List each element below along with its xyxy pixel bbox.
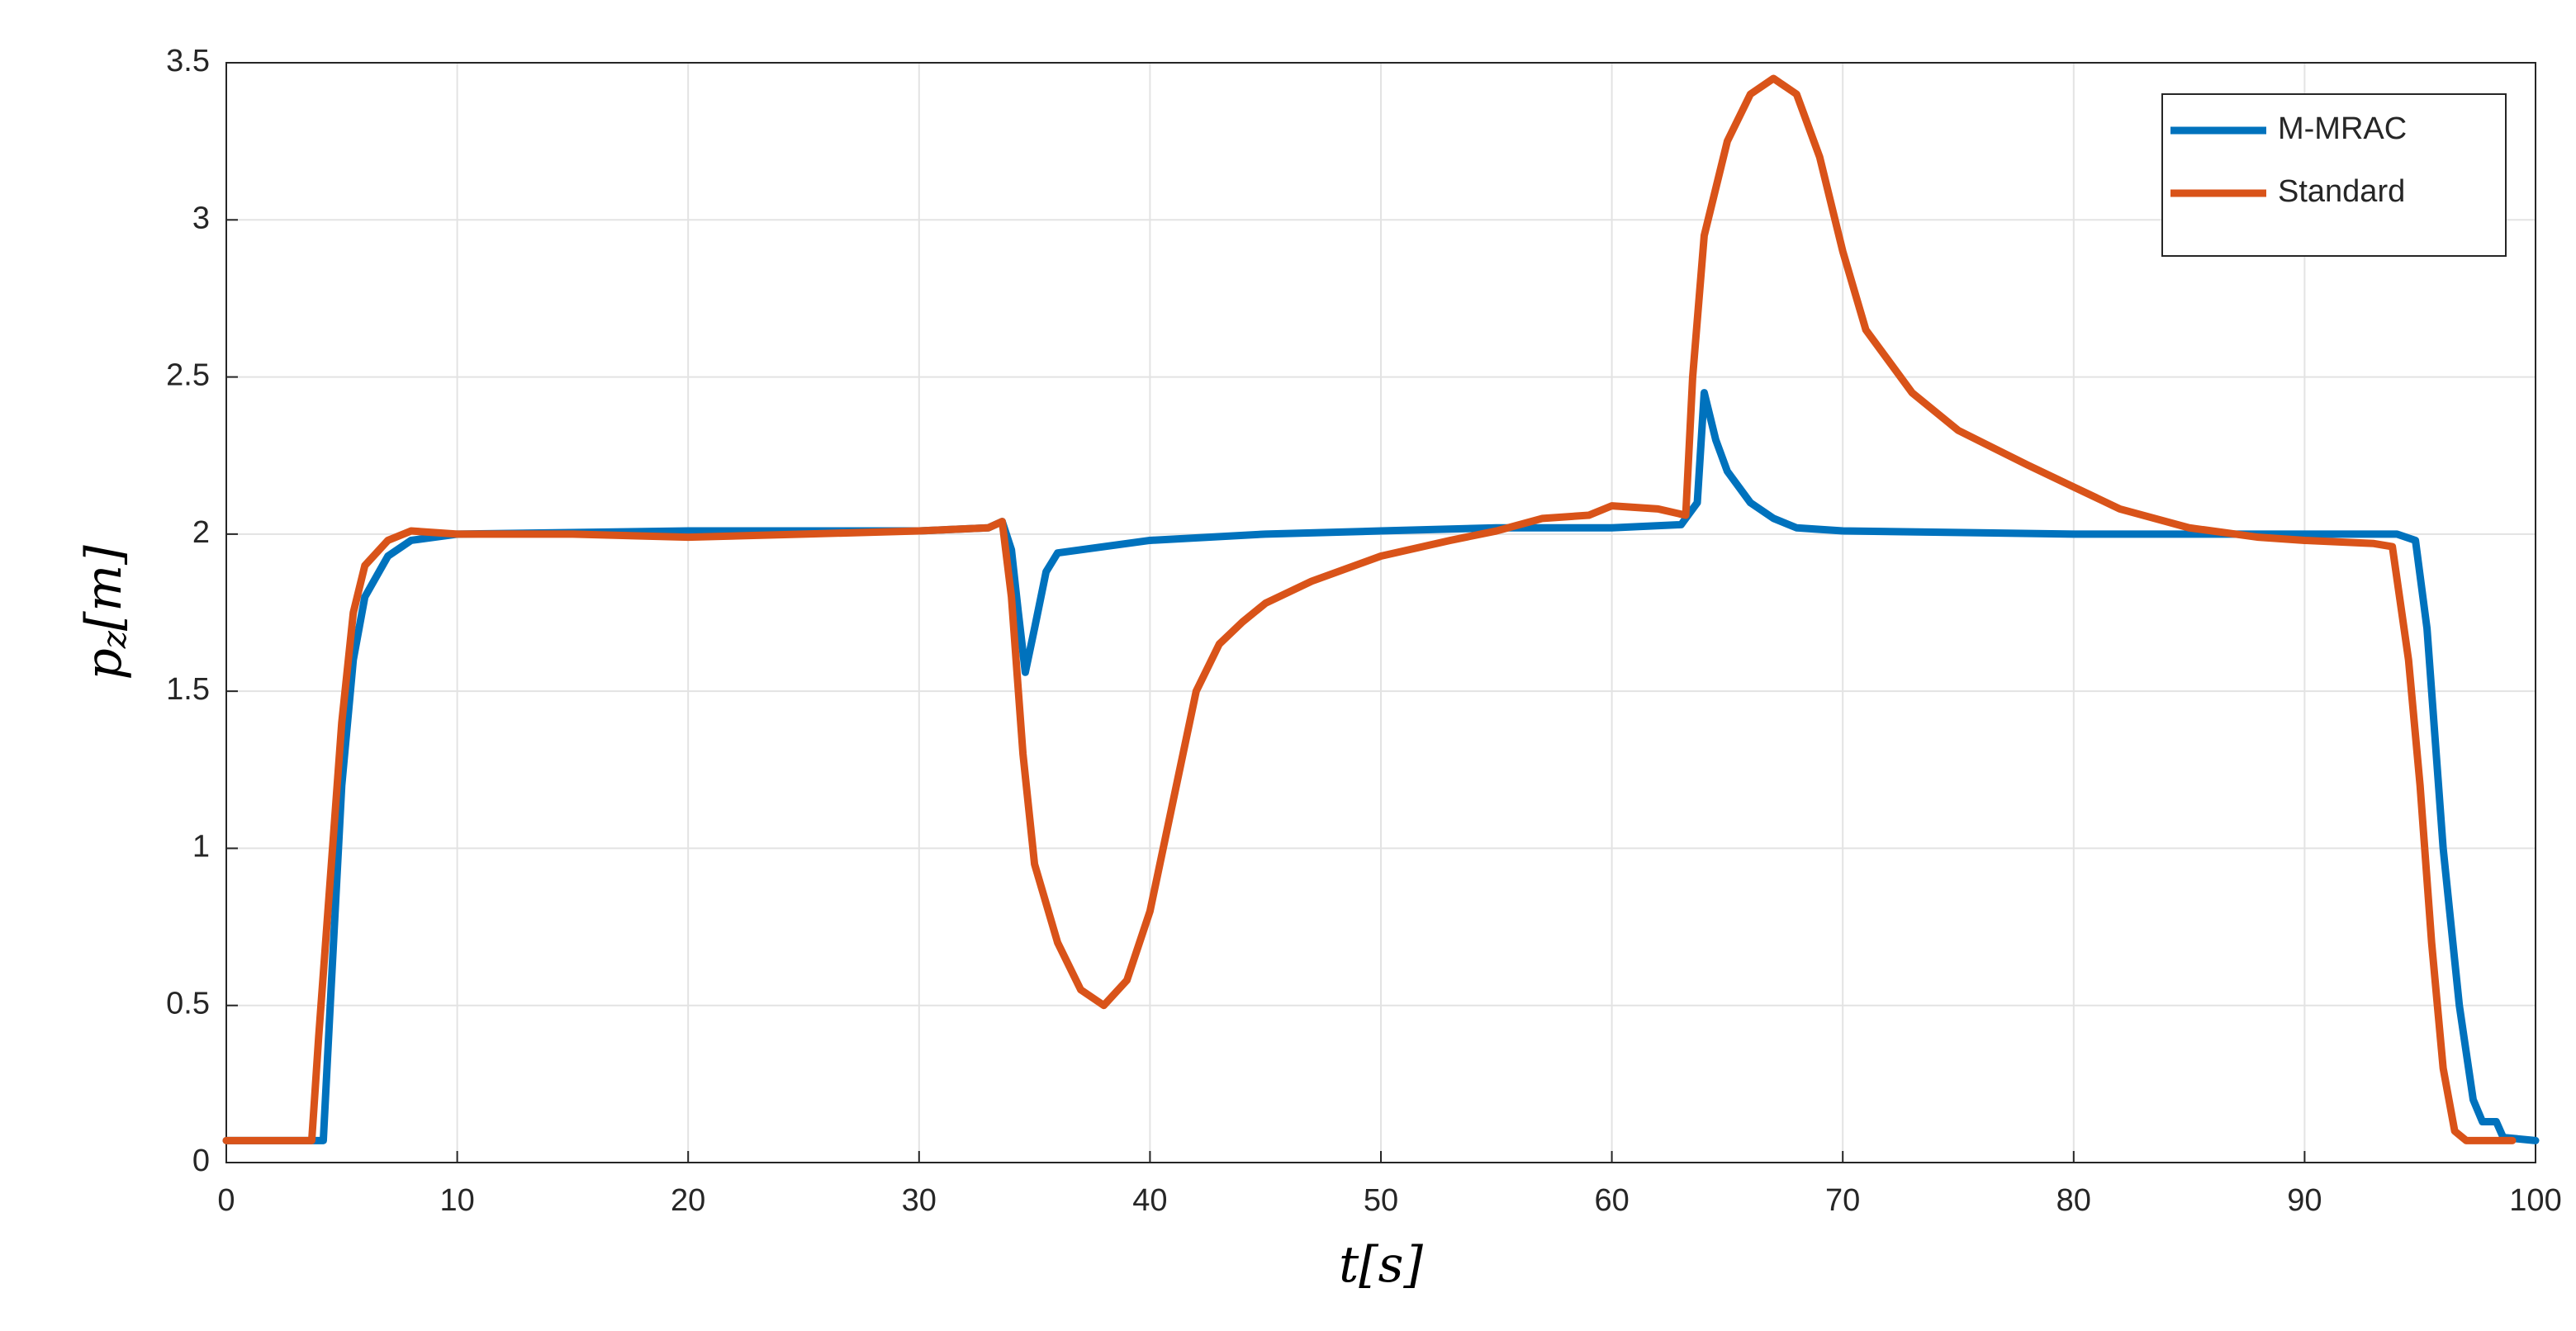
y-tick-label: 3: [192, 201, 210, 235]
x-tick-label: 30: [902, 1183, 937, 1218]
x-tick-label: 70: [1825, 1183, 1860, 1218]
x-label-unit: [s]: [1359, 1236, 1423, 1294]
y-tick-label: 1.5: [166, 672, 210, 707]
x-tick-label: 80: [2057, 1183, 2091, 1218]
x-tick-label: 20: [671, 1183, 705, 1218]
x-tick-label: 100: [2509, 1183, 2561, 1218]
y-tick-label: 3.5: [166, 44, 210, 78]
y-tick-label: 2: [192, 515, 210, 550]
x-tick-label: 50: [1364, 1183, 1398, 1218]
legend-label: Standard: [2278, 174, 2405, 209]
y-label-unit: [m]: [75, 545, 133, 631]
y-label-var: p: [75, 648, 133, 680]
y-tick-label: 1: [192, 829, 210, 864]
x-label-var: t: [1339, 1236, 1359, 1294]
y-tick-label: 0: [192, 1144, 210, 1178]
x-tick-label: 0: [217, 1183, 235, 1218]
y-label-sub: z: [96, 630, 134, 649]
legend-box: [2161, 93, 2507, 257]
series-line: [222, 74, 2517, 1144]
x-tick-label: 90: [2287, 1183, 2322, 1218]
x-tick-label: 60: [1594, 1183, 1629, 1218]
x-tick-label: 10: [439, 1183, 474, 1218]
legend-label: M-MRAC: [2278, 111, 2407, 146]
series-line: [222, 389, 2540, 1144]
y-tick-label: 2.5: [166, 358, 210, 393]
x-tick-label: 40: [1132, 1183, 1167, 1218]
plot-frame: [225, 62, 2536, 1163]
x-axis-label: t[s]: [1339, 1236, 1423, 1294]
y-axis-label: pz[m]: [75, 545, 134, 680]
y-tick-label: 0.5: [166, 987, 210, 1021]
